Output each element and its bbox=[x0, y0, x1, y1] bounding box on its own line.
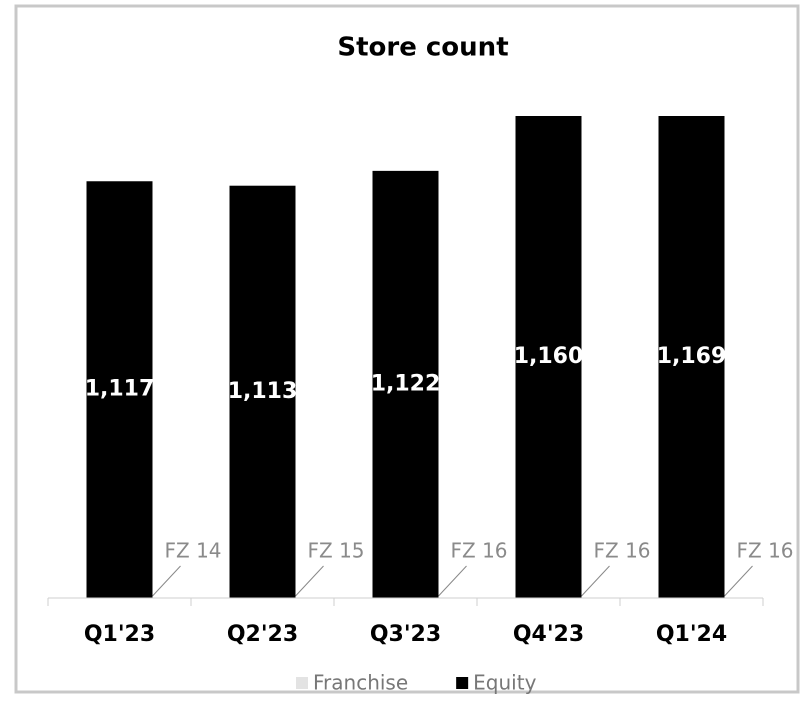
data-label: FZ 16 bbox=[594, 539, 651, 563]
legend-label: Franchise bbox=[313, 671, 408, 695]
legend-label: Equity bbox=[473, 671, 536, 695]
bar-segment bbox=[515, 116, 582, 598]
legend-swatch bbox=[296, 677, 308, 689]
data-label: 1,113 bbox=[228, 379, 298, 404]
x-tick-label: Q3'23 bbox=[370, 622, 441, 647]
leader-line bbox=[724, 565, 753, 597]
x-tick-label: Q4'23 bbox=[513, 622, 584, 647]
data-label: FZ 16 bbox=[737, 539, 794, 563]
bar-segment bbox=[658, 116, 725, 598]
data-label: 1,117 bbox=[85, 377, 155, 402]
data-label: 1,160 bbox=[514, 344, 584, 369]
leader-line bbox=[295, 565, 324, 597]
leader-line bbox=[438, 565, 467, 597]
data-label: 1,122 bbox=[371, 371, 441, 396]
x-tick-label: Q1'23 bbox=[84, 622, 155, 647]
data-label: FZ 16 bbox=[451, 539, 508, 563]
x-tick-label: Q1'24 bbox=[656, 622, 727, 647]
bar-segment bbox=[86, 181, 153, 599]
bar-segment bbox=[229, 185, 296, 598]
data-label: FZ 15 bbox=[308, 539, 365, 563]
legend-swatch bbox=[456, 677, 469, 689]
leader-line bbox=[581, 565, 610, 597]
bar-segment bbox=[372, 170, 439, 598]
data-label: 1,169 bbox=[657, 344, 727, 369]
data-label: FZ 14 bbox=[165, 539, 222, 563]
chart-title: Store count bbox=[337, 33, 508, 63]
x-tick-label: Q2'23 bbox=[227, 622, 298, 647]
leader-line bbox=[152, 565, 181, 597]
